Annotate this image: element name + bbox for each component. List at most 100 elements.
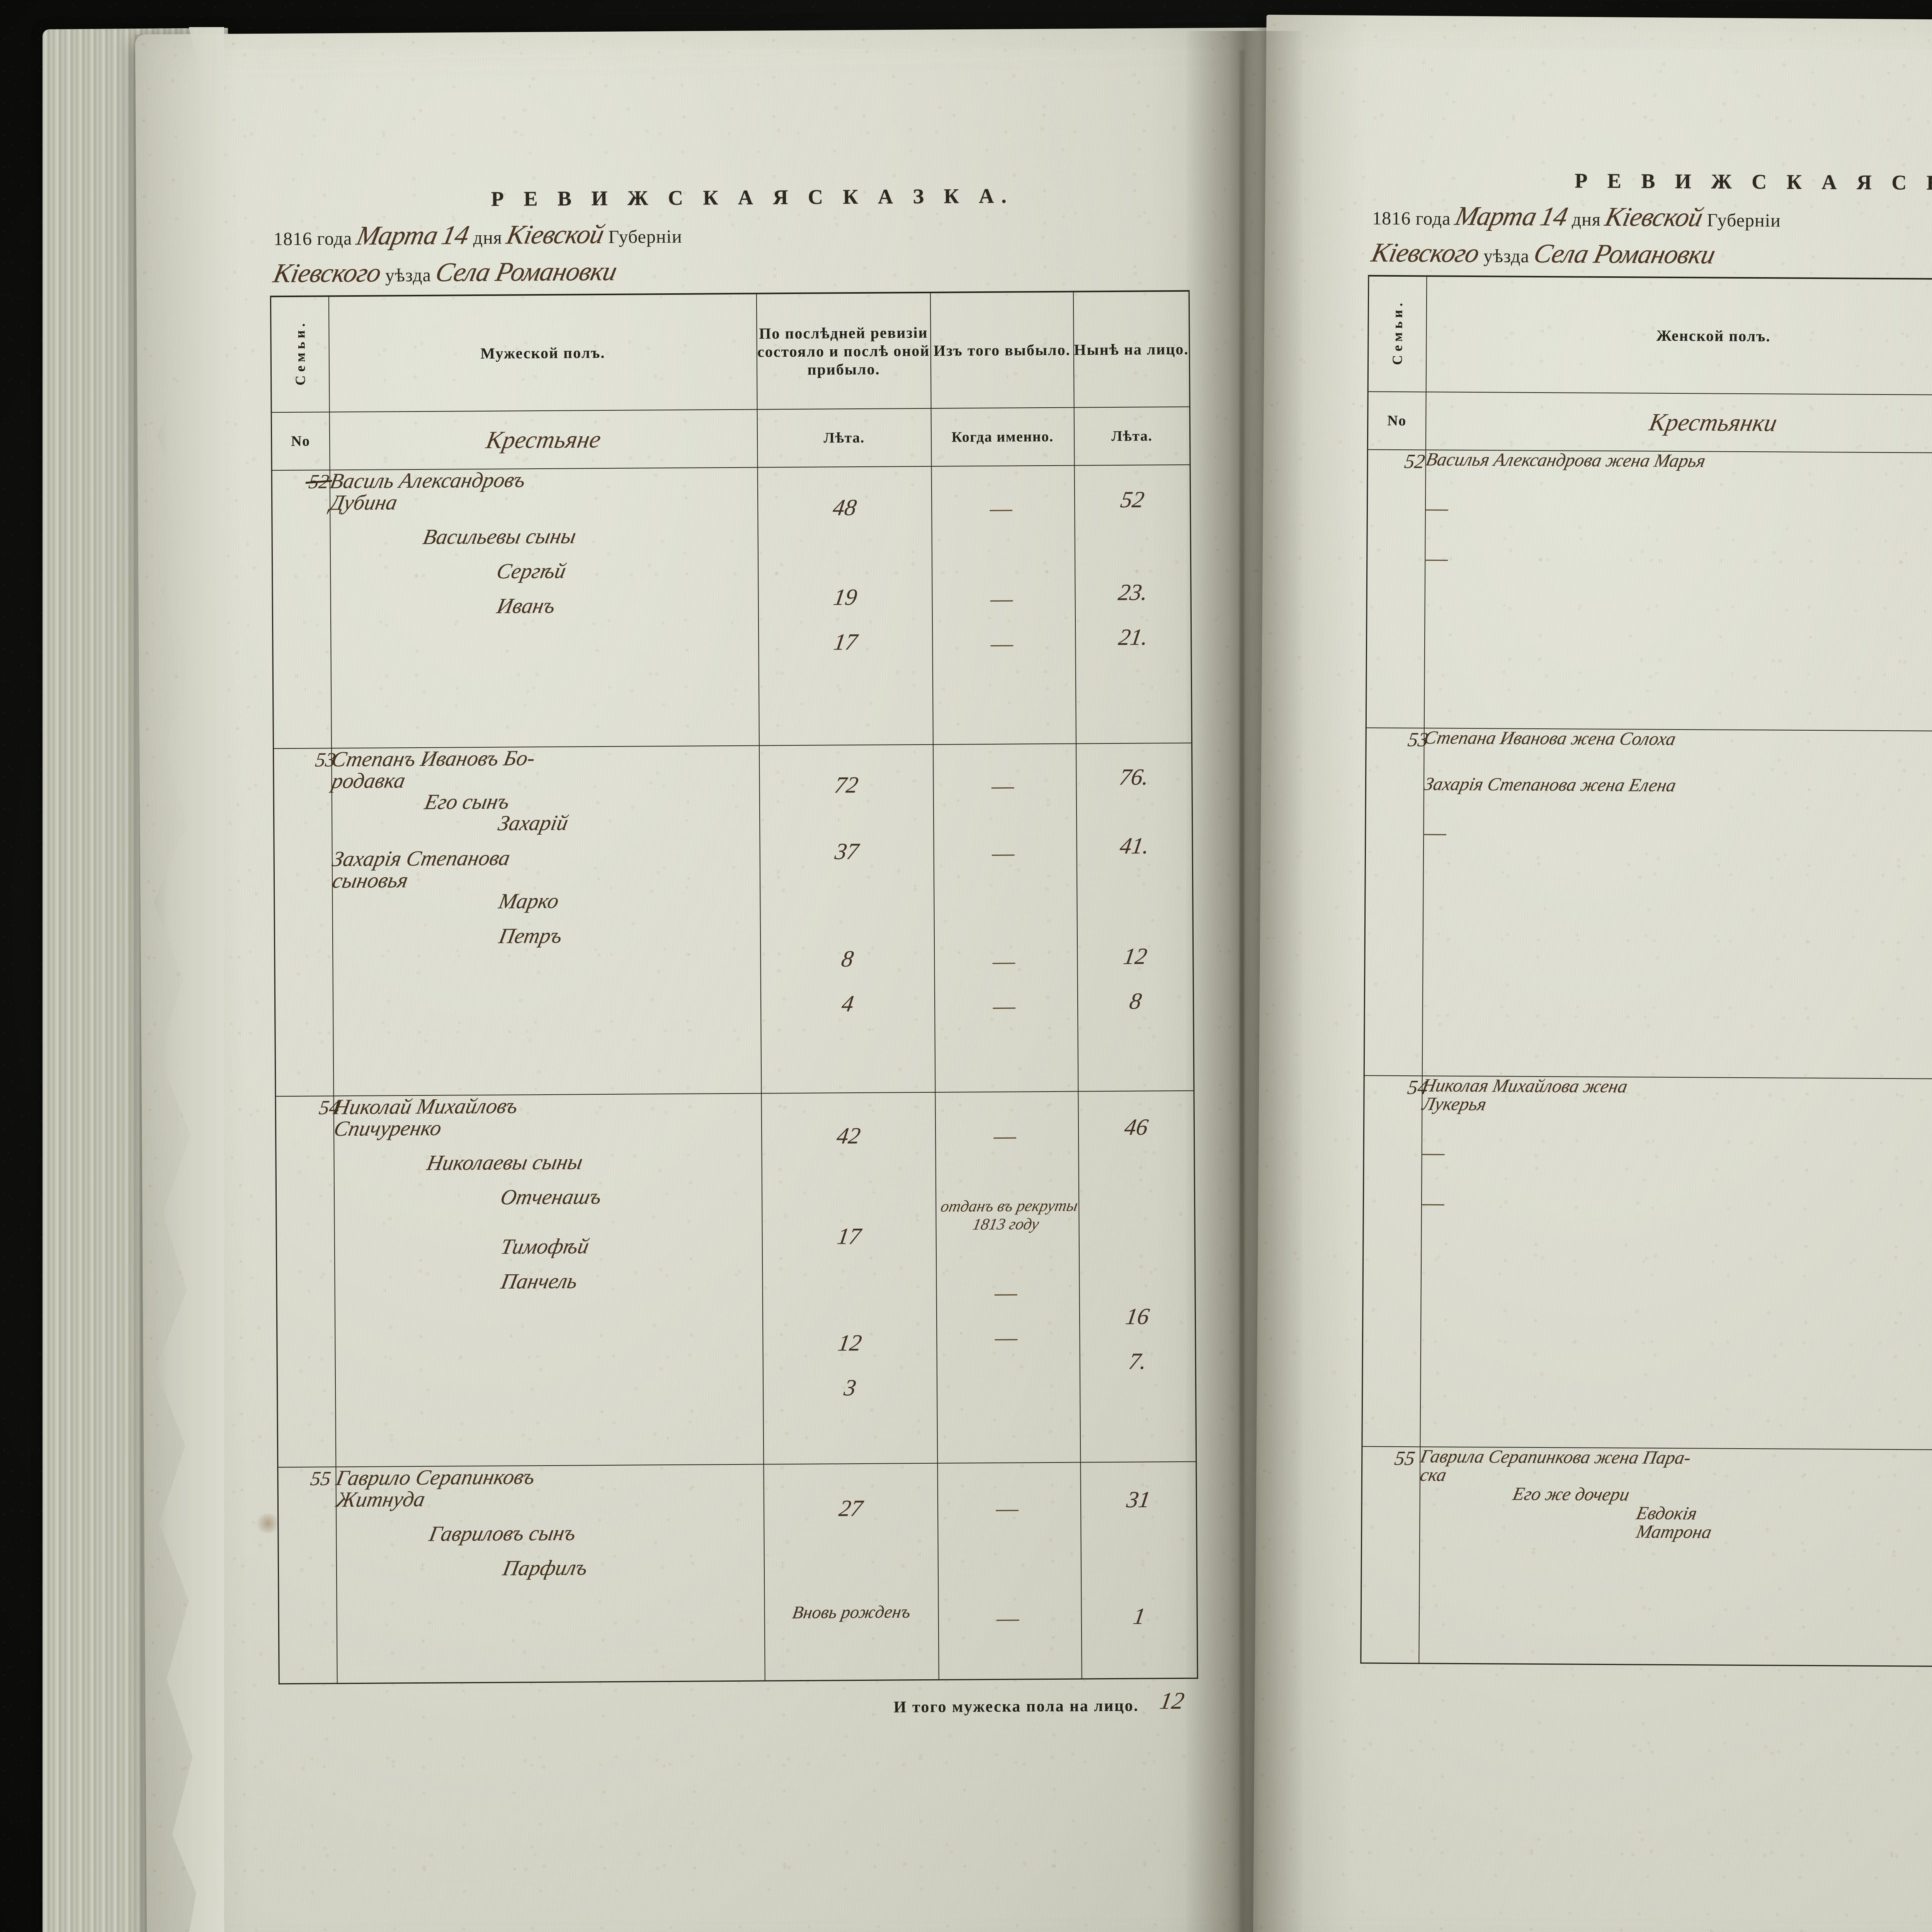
member-name: Матрона: [1418, 1521, 1932, 1543]
table-row: 55 Гаврила Серапинкова жена Пара- ска Ег…: [1361, 1446, 1932, 1668]
member-group-heading: Его сынъ: [330, 789, 761, 814]
blank-row-dash: —: [1425, 547, 1932, 572]
left-year: 1816: [274, 229, 312, 250]
right-month-handwritten: Марта: [1452, 203, 1539, 230]
present-age: 12: [1076, 944, 1194, 968]
right-page-title: Р Е В И Ж С К А Я С К А З К А.: [1369, 168, 1932, 197]
table-row: 53 Степанъ Ивановъ Бо- родавка Его сынъ …: [273, 743, 1194, 1097]
departed-values: — —: [937, 1463, 1082, 1680]
col-subheader-peasant-women-handwritten: Крестьянки: [1420, 392, 1932, 453]
present-values: 31 1: [1080, 1462, 1197, 1679]
table-row: 52 Василь Александровъ Дубина Васильевы …: [272, 465, 1192, 749]
departed-dash: —: [937, 1326, 1079, 1349]
member-name-cont: ска: [1418, 1466, 1932, 1487]
present-age: 1: [1080, 1604, 1199, 1628]
male-total-label: И того мужеска пола на лицо.: [894, 1696, 1139, 1716]
left-page-title: Р Е В И Ж С К А Я С К А З К А.: [269, 183, 1189, 213]
member-group-heading: Васильевы сыны: [328, 524, 760, 549]
member-name: Степана Иванова жена Солоха: [1422, 728, 1932, 750]
family-number-52: 52: [307, 470, 330, 493]
member-name: Иванъ: [329, 594, 760, 618]
member-name-cont: Дубина: [328, 490, 759, 514]
prev-age: 42: [760, 1124, 937, 1148]
departed-dash: —: [938, 1497, 1080, 1520]
departed-dash: —: [932, 587, 1075, 611]
present-age: 31: [1079, 1488, 1198, 1512]
prev-age: 48: [756, 495, 933, 520]
member-group-heading: Захарiя Степанова: [330, 846, 762, 870]
member-name: Гаврила Серапинкова жена Пара-: [1418, 1447, 1932, 1469]
member-name: Николай Михайловъ: [332, 1094, 763, 1118]
family-members-female: Степана Иванова жена Солоха Захарiя Степ…: [1422, 728, 1932, 1079]
col-header-female-sex: Женской полъ.: [1426, 276, 1932, 395]
member-name: Захарiя Степанова жена Елена: [1422, 775, 1932, 796]
member-name-cont: родавка: [330, 768, 761, 792]
prev-revision-values: 27 Вновь рожденъ: [764, 1463, 939, 1681]
departed-dash: —: [935, 1124, 1078, 1148]
prev-age: 37: [759, 839, 935, 864]
departed-dash: —: [935, 995, 1077, 1018]
blank-row-dash: —: [1422, 1141, 1932, 1167]
table-row: 52 Василья Александрова жена Марья — — —…: [1366, 450, 1932, 733]
table-row: 54 Николая Михайлова жена Лукерья — — — …: [1362, 1075, 1932, 1451]
left-governorate-label: Губернiи: [608, 226, 682, 247]
member-name: Захарiй: [330, 811, 761, 835]
member-name: Отченашъ: [332, 1185, 764, 1209]
prev-age: 72: [758, 773, 935, 797]
col-header-present: Нынѣ на лицо.: [1073, 291, 1190, 408]
prev-revision-values: 42 17 12 3: [761, 1092, 937, 1464]
member-group-heading-cont: сыновья: [330, 867, 762, 892]
blank-row-dash: —: [1425, 497, 1932, 522]
prev-age: 19: [757, 585, 934, 609]
col-header-prev-revision: По послѣдней ревизiи состояло и послѣ он…: [756, 293, 931, 410]
left-day-label: дня: [473, 228, 502, 248]
member-name: Василья Александрова жена Марья: [1424, 450, 1932, 472]
member-name-cont: Спичуренко: [332, 1116, 763, 1140]
present-age: 16: [1078, 1304, 1197, 1328]
left-uezd-label: уѣзда: [385, 265, 431, 286]
present-age: 21.: [1074, 625, 1192, 649]
col-header-family: Семьи.: [1368, 276, 1427, 392]
present-age: 76.: [1075, 765, 1193, 789]
member-group-heading: Гавриловъ сынъ: [335, 1521, 766, 1546]
departed-values: — — —: [931, 466, 1076, 745]
prev-revision-values: 72 37 8 4: [759, 745, 935, 1094]
prev-age: 17: [757, 630, 934, 654]
member-group-heading: Николаевы сыны: [332, 1150, 764, 1175]
member-name: Гаврило Серапинковъ: [334, 1465, 765, 1489]
family-members-male: Степанъ Ивановъ Бо- родавка Его сынъ Зах…: [331, 746, 761, 1096]
male-register-table: Семьи. Мужеской полъ. По послѣдней ревиз…: [270, 290, 1198, 1684]
member-name-cont: Лукерья: [1420, 1095, 1932, 1116]
archival-photograph-scene: Р Е В И Ж С К А Я С К А З К А. 1816 года…: [0, 0, 1932, 1932]
col-header-family: Семьи.: [270, 296, 329, 412]
departed-dash: —: [932, 497, 1074, 520]
departed-values: — отданъ въ рекруты 1813 году — —: [935, 1092, 1080, 1463]
male-total-value: 12: [1146, 1687, 1197, 1715]
blank-row-dash: —: [1422, 1191, 1932, 1217]
col-subheader-peasants-handwritten: Крестьяне: [325, 410, 762, 470]
right-governorate-handwritten: Кiевской: [1603, 204, 1705, 231]
member-name: Степанъ Ивановъ Бо-: [330, 746, 761, 770]
member-name: Марко: [331, 889, 762, 913]
present-age: 8: [1076, 989, 1195, 1013]
prev-age: 27: [762, 1496, 939, 1520]
right-year-label: года: [1416, 208, 1451, 229]
table-row: 53 Степана Иванова жена Солоха Захарiя С…: [1364, 728, 1932, 1081]
open-ledger-book: Р Е В И Ж С К А Я С К А З К А. 1816 года…: [43, 4, 1932, 1932]
female-total-row: И того женска пола на лицо. 7: [1360, 1672, 1932, 1704]
left-governorate-handwritten: Кiевской: [504, 221, 606, 249]
member-name: Петръ: [331, 924, 762, 948]
left-uezd-handwritten: Кiевского: [271, 260, 383, 287]
right-year: 1816: [1372, 208, 1411, 229]
right-uezd-label: уѣзда: [1483, 246, 1529, 267]
recruit-note: отданъ въ рекруты 1813 году: [933, 1197, 1082, 1234]
right-day-handwritten: 14: [1538, 203, 1570, 230]
col-subheader-departed-when: Когда именно.: [931, 408, 1074, 466]
col-header-male-sex: Мужеской полъ.: [328, 294, 757, 412]
present-values: 76. 41. 12 8: [1076, 743, 1194, 1092]
prev-age: 12: [761, 1331, 938, 1355]
present-age: 52: [1073, 488, 1192, 512]
prev-age: 17: [761, 1224, 937, 1248]
female-register-table: Семьи. Женской полъ. Во временной отлучк…: [1360, 275, 1932, 1668]
left-page-preamble: 1816 года Марта 14 дня Кiевской Губернiи…: [270, 209, 1190, 296]
